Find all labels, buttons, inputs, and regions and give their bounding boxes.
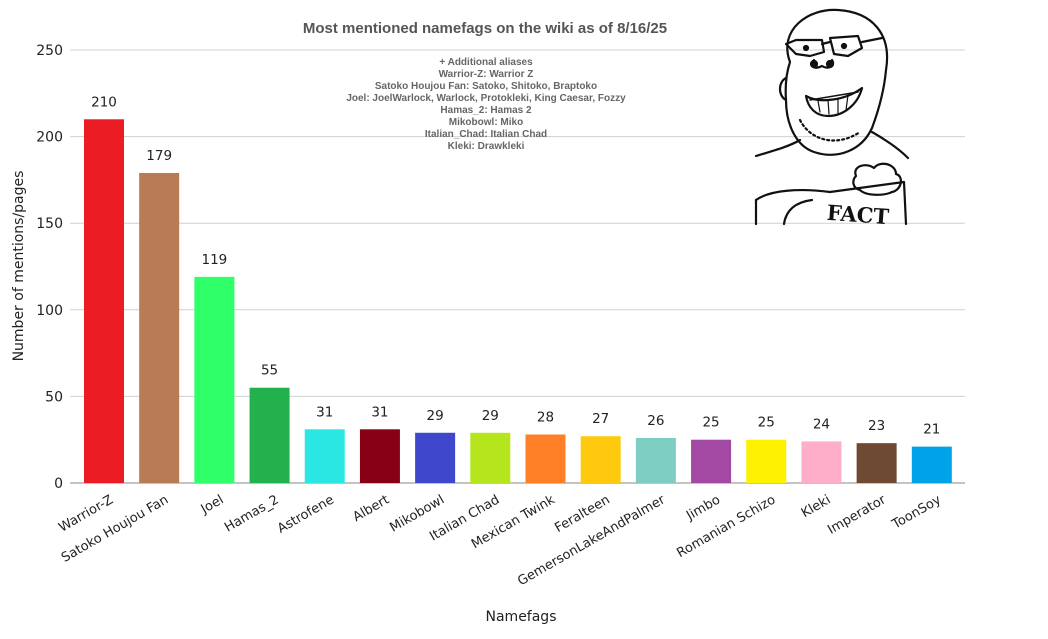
bar [415, 432, 456, 483]
bar [304, 429, 345, 483]
data-label: 210 [91, 94, 117, 110]
annotation-line: Italian_Chad: Italian Chad [425, 129, 547, 140]
data-label: 29 [427, 408, 444, 424]
y-tick-label: 100 [36, 303, 63, 319]
bar [84, 119, 124, 483]
x-axis-label: Namefags [486, 609, 557, 625]
data-label: 25 [702, 415, 719, 431]
bar [801, 441, 842, 483]
annotation-line: Satoko Houjou Fan: Satoko, Shitoko, Brap… [375, 81, 597, 92]
data-label: 27 [592, 411, 609, 427]
data-label: 28 [537, 410, 554, 426]
annotation-line: Joel: JoelWarlock, Warlock, Protokleki, … [346, 93, 626, 104]
bar [194, 276, 235, 483]
data-label: 31 [316, 404, 333, 420]
data-label: 24 [813, 416, 830, 432]
bar [580, 436, 621, 483]
annotation-line: Mikobowl: Miko [449, 117, 523, 128]
y-tick-label: 150 [36, 216, 63, 232]
x-tick-label: Jimbo [683, 492, 723, 524]
y-tick-label: 250 [36, 43, 63, 59]
bar [635, 437, 676, 483]
bar [470, 432, 511, 483]
y-tick-label: 0 [54, 476, 63, 492]
bar [911, 446, 952, 483]
data-label: 29 [482, 408, 499, 424]
x-tick-label: Satoko Houjou Fan [59, 492, 171, 565]
data-label: 31 [371, 404, 388, 420]
bars [84, 119, 952, 484]
data-label: 55 [261, 363, 278, 379]
bar [249, 387, 290, 483]
bar [359, 429, 400, 483]
annotation-line: Kleki: Drawkleki [448, 141, 525, 152]
bar [691, 439, 732, 483]
y-tick-label: 50 [45, 389, 63, 405]
chart-title: Most mentioned namefags on the wiki as o… [303, 20, 667, 37]
annotation-line: + Additional aliases [439, 57, 533, 68]
bar [746, 439, 787, 483]
x-tick-label: Imperator [825, 492, 889, 538]
annotation-line: Warrior-Z: Warrior Z [439, 69, 534, 80]
data-label: 25 [758, 415, 775, 431]
y-axis-ticks: 0 50 100 150 200 250 [36, 43, 63, 492]
x-tick-label: Hamas_2 [222, 492, 281, 535]
data-label: 179 [146, 148, 172, 164]
bar [856, 443, 897, 483]
bar [525, 434, 566, 483]
data-label: 23 [868, 418, 885, 434]
data-label: 21 [923, 422, 940, 438]
fact-text: FACT [826, 200, 890, 229]
data-labels: 210 179 119 55 31 31 29 29 28 27 26 25 25 24 23 21 [91, 94, 940, 437]
x-tick-label: Kleki [799, 492, 834, 521]
soyjak-fact-icon [754, 8, 910, 226]
x-tick-label: ToonSoy [889, 492, 944, 533]
x-tick-label: Astrofene [275, 492, 337, 536]
y-tick-label: 200 [36, 130, 63, 146]
x-tick-label: Albert [350, 492, 391, 525]
data-label: 119 [201, 252, 227, 268]
y-axis-label: Number of mentions/pages [11, 171, 27, 362]
bar [139, 172, 180, 484]
x-tick-label: Romanian Schizo [674, 492, 778, 561]
annotation-line: Hamas_2: Hamas 2 [440, 105, 532, 116]
data-label: 26 [647, 413, 664, 429]
x-tick-label: Joel [198, 492, 227, 517]
